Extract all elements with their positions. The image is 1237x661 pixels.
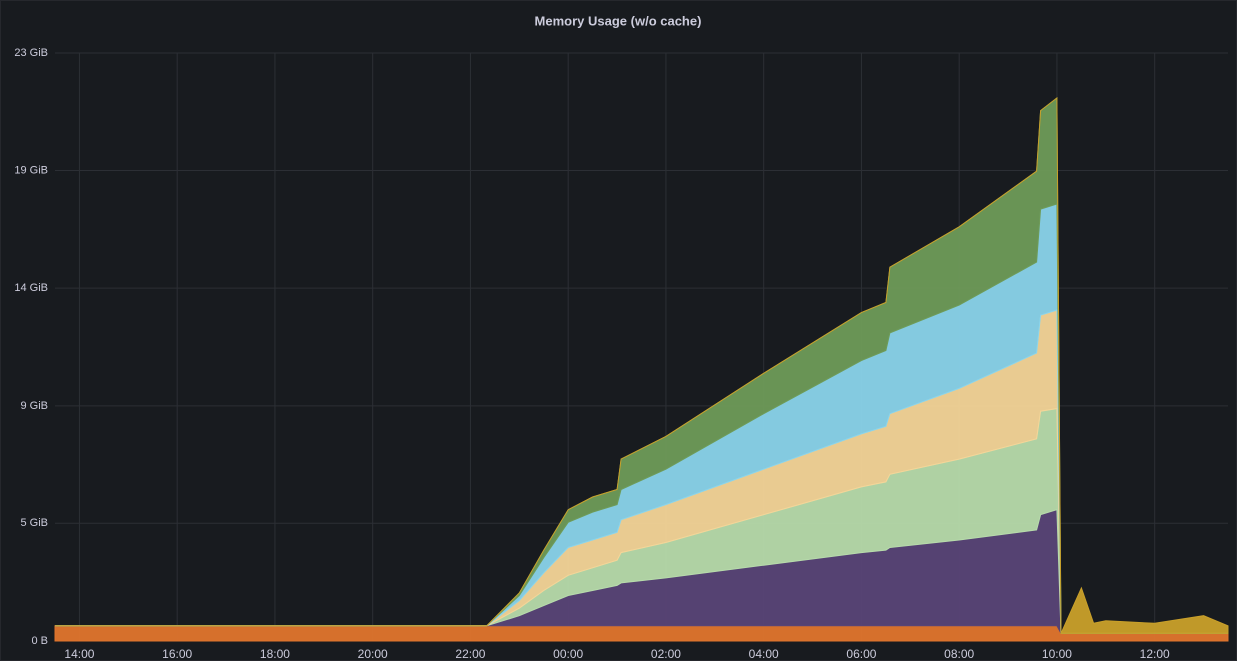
area xyxy=(54,625,1229,642)
y-tick-label: 5 GiB xyxy=(20,517,48,529)
x-tick-label: 16:00 xyxy=(162,647,192,661)
area xyxy=(55,96,1229,634)
x-tick-label: 06:00 xyxy=(846,647,876,661)
x-tick-label: 12:00 xyxy=(1140,647,1170,661)
x-tick-label: 14:00 xyxy=(64,647,94,661)
x-tick-label: 18:00 xyxy=(260,647,290,661)
x-tick-label: 22:00 xyxy=(455,647,485,661)
x-tick-label: 10:00 xyxy=(1042,647,1072,661)
y-tick-label: 14 GiB xyxy=(14,282,48,294)
y-tick-label: 9 GiB xyxy=(20,400,48,412)
x-tick-label: 02:00 xyxy=(651,647,681,661)
x-tick-label: 20:00 xyxy=(358,647,388,661)
y-tick-label: 19 GiB xyxy=(14,164,48,176)
x-tick-label: 00:00 xyxy=(553,647,583,661)
y-tick-label: 23 GiB xyxy=(14,47,48,59)
x-tick-label: 04:00 xyxy=(749,647,779,661)
x-tick-label: 08:00 xyxy=(944,647,974,661)
y-tick-label: 0 B xyxy=(31,635,48,647)
chart-title: Memory Usage (w/o cache) xyxy=(535,13,702,28)
